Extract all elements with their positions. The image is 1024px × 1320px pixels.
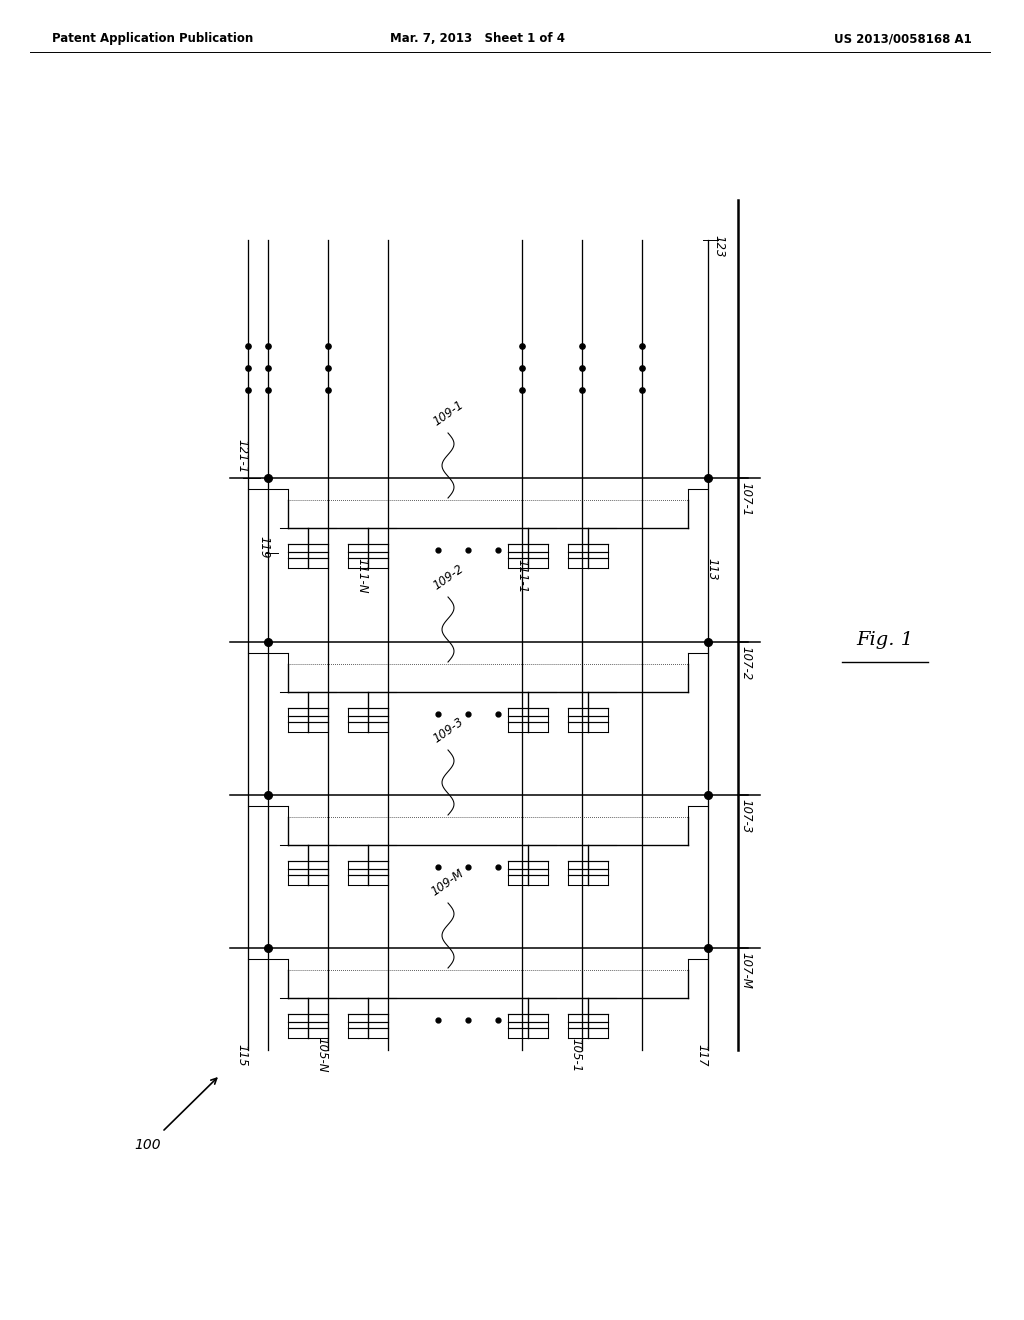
Text: 105-1: 105-1 <box>569 1038 582 1072</box>
Text: 109-M: 109-M <box>429 866 467 898</box>
Text: 119: 119 <box>257 536 270 558</box>
Text: 109-3: 109-3 <box>430 714 466 744</box>
Text: 107-3: 107-3 <box>739 799 752 833</box>
Text: 117: 117 <box>695 1044 708 1067</box>
Text: 107-2: 107-2 <box>739 645 752 680</box>
Text: 121-1: 121-1 <box>236 438 249 473</box>
Text: 105-N: 105-N <box>315 1038 328 1073</box>
Text: 109-1: 109-1 <box>430 397 466 428</box>
Text: 111-N: 111-N <box>355 558 368 594</box>
Text: Patent Application Publication: Patent Application Publication <box>52 32 253 45</box>
Text: US 2013/0058168 A1: US 2013/0058168 A1 <box>835 32 972 45</box>
Text: 100: 100 <box>135 1138 162 1152</box>
Text: 113: 113 <box>706 558 719 581</box>
Text: 107-1: 107-1 <box>739 482 752 516</box>
Text: Mar. 7, 2013   Sheet 1 of 4: Mar. 7, 2013 Sheet 1 of 4 <box>390 32 565 45</box>
Text: 115: 115 <box>234 1044 248 1067</box>
Text: 109-2: 109-2 <box>430 562 466 591</box>
Text: 123: 123 <box>712 235 725 257</box>
Text: Fig. 1: Fig. 1 <box>856 631 913 649</box>
Text: 107-M: 107-M <box>739 952 752 989</box>
Text: 111-1: 111-1 <box>515 558 528 593</box>
